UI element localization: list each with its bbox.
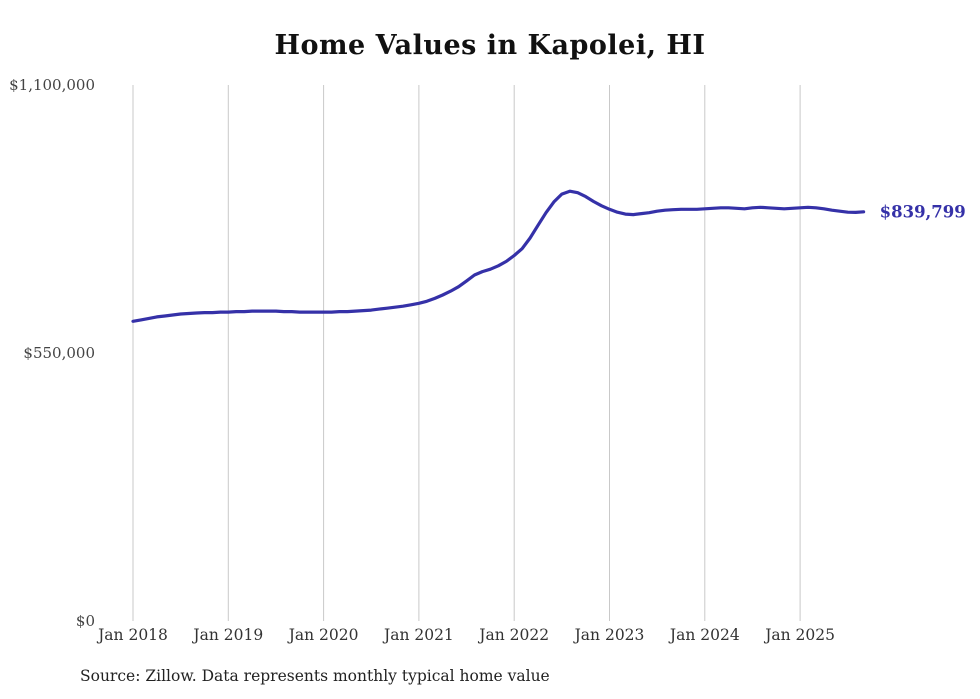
y-axis-tick-label-bottom: $0 <box>75 612 95 630</box>
source-note: Source: Zillow. Data represents monthly … <box>80 667 550 685</box>
home-value-line <box>131 189 866 323</box>
latest-value-label: $839,799 <box>879 202 966 222</box>
x-axis-tick-label: Jan 2022 <box>479 626 550 644</box>
x-axis-tick-label: Jan 2020 <box>288 626 359 644</box>
chart-title: Home Values in Kapolei, HI <box>274 30 706 61</box>
x-axis-tick-label: Jan 2023 <box>574 626 645 644</box>
x-axis-tick-label: Jan 2024 <box>669 626 740 644</box>
y-axis-tick-label-top: $1,100,000 <box>9 76 95 94</box>
x-axis-tick-label: Jan 2019 <box>193 626 264 644</box>
x-axis-tick-label: Jan 2018 <box>98 626 168 644</box>
y-axis-tick-label-mid: $550,000 <box>23 344 95 362</box>
x-axis-tick-label: Jan 2025 <box>765 626 835 644</box>
x-axis-tick-label: Jan 2021 <box>383 626 454 644</box>
x-axis-labels: Jan 2018 Jan 2019 Jan 2020 Jan 2021 Jan 2022… <box>0 626 980 652</box>
